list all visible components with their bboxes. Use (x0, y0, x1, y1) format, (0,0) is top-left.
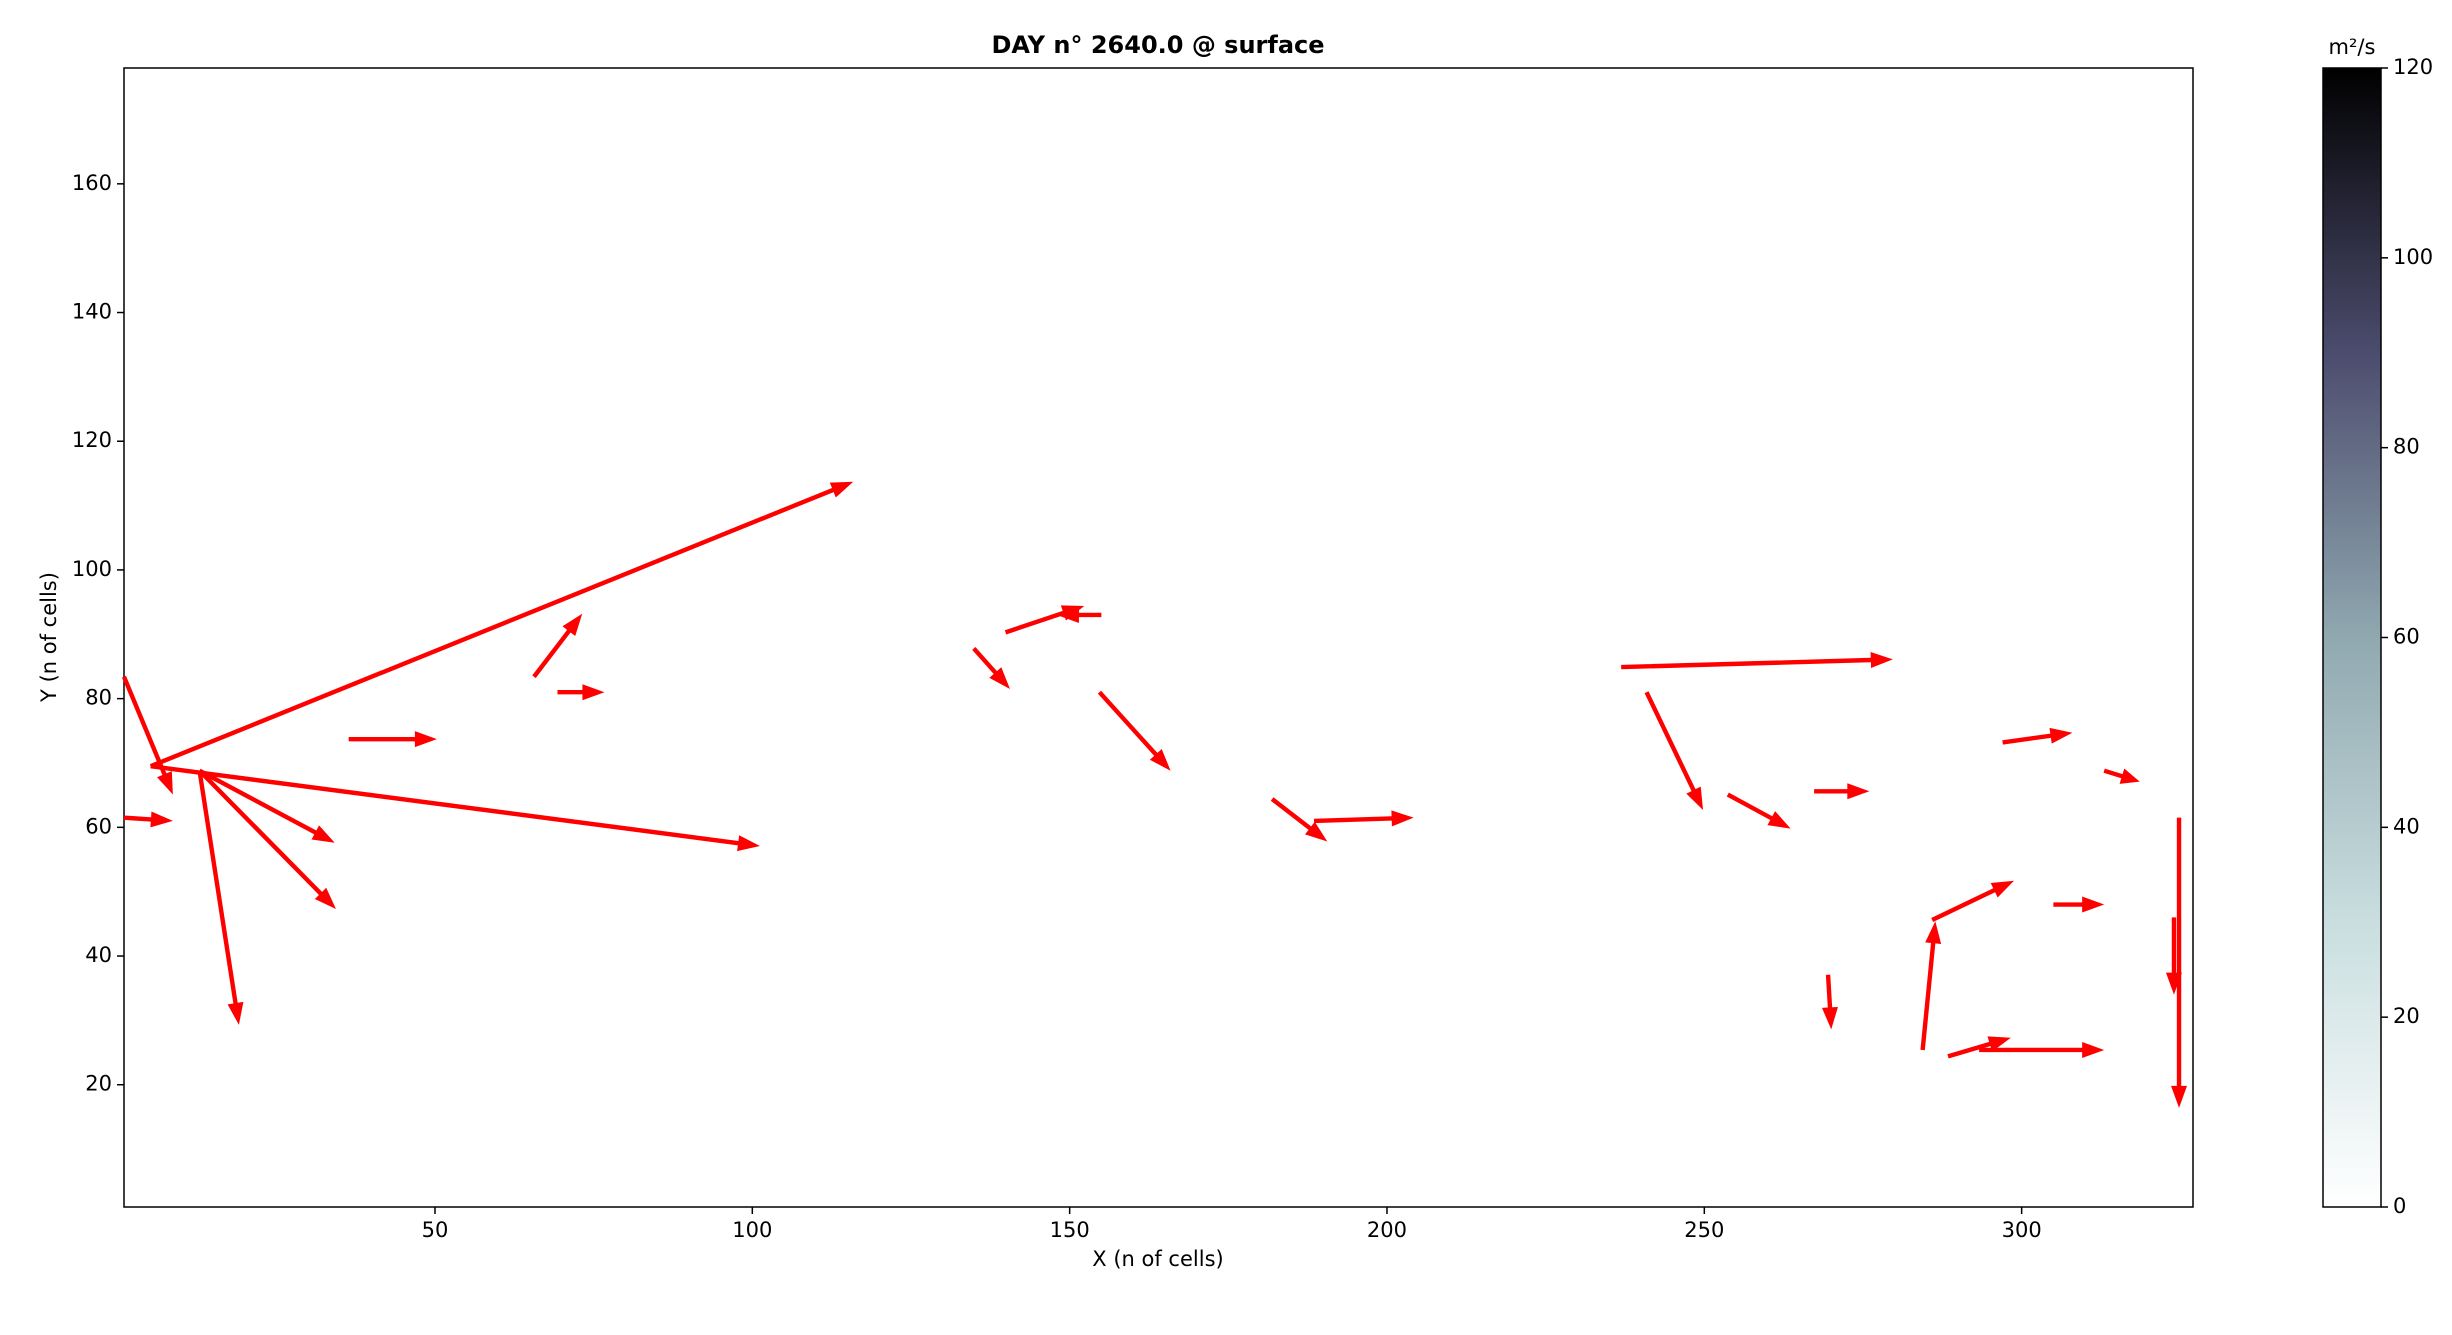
y-tick-label: 140 (72, 300, 112, 324)
arrow (1814, 783, 1870, 800)
arrow (2002, 727, 2073, 745)
arrow (197, 770, 244, 1025)
y-tick-label: 40 (85, 943, 112, 967)
arrow (2103, 768, 2140, 784)
arrow (1644, 691, 1704, 810)
y-tick-label: 80 (85, 686, 112, 710)
arrow (532, 613, 583, 679)
arrow (2171, 817, 2188, 1108)
colorbar-tick-label: 40 (2393, 814, 2420, 838)
arrow (149, 481, 854, 769)
y-tick-label: 20 (85, 1072, 112, 1096)
arrow (1920, 921, 1942, 1051)
arrow (150, 764, 760, 852)
arrow (1313, 810, 1414, 827)
x-tick-label: 250 (1684, 1218, 1724, 1242)
arrow (557, 684, 605, 701)
x-tick-label: 150 (1050, 1218, 1090, 1242)
x-axis-label: X (n of cells) (1092, 1247, 1223, 1271)
colorbar-tick-label: 60 (2393, 625, 2420, 649)
y-tick-label: 100 (72, 557, 112, 581)
plot-frame (123, 67, 2194, 1208)
arrow (1979, 1041, 2105, 1058)
colorbar (2322, 67, 2382, 1208)
arrow (2053, 896, 2105, 913)
y-tick-label: 120 (72, 428, 112, 452)
y-tick-label: 160 (72, 171, 112, 195)
x-tick-label: 300 (2002, 1218, 2042, 1242)
arrow (197, 769, 336, 910)
colorbar-tick-label: 120 (2393, 55, 2433, 79)
arrow (1270, 797, 1328, 842)
arrow (1056, 606, 1102, 623)
arrow (1931, 880, 2015, 922)
arrow (1726, 792, 1791, 829)
arrow (348, 731, 437, 748)
colorbar-tick-label: 100 (2393, 245, 2433, 269)
arrow (1947, 1036, 2011, 1059)
colorbar-tick-label: 0 (2393, 1194, 2406, 1218)
colorbar-tick-label: 20 (2393, 1004, 2420, 1028)
arrow (2165, 917, 2182, 995)
colorbar-label: m²/s (2329, 35, 2376, 59)
arrow (1097, 690, 1171, 771)
y-axis-label: Y (n of cells) (37, 572, 61, 703)
arrow (1821, 974, 1838, 1030)
arrow (972, 646, 1010, 689)
chart-title: DAY n° 2640.0 @ surface (991, 31, 1324, 59)
x-tick-label: 100 (732, 1218, 772, 1242)
x-tick-label: 200 (1367, 1218, 1407, 1242)
arrow (198, 768, 335, 843)
y-tick-label: 60 (85, 814, 112, 838)
arrow (121, 675, 173, 795)
arrow (1621, 652, 1893, 670)
colorbar-tick-label: 80 (2393, 435, 2420, 459)
x-tick-label: 50 (422, 1218, 449, 1242)
arrow (123, 811, 173, 828)
